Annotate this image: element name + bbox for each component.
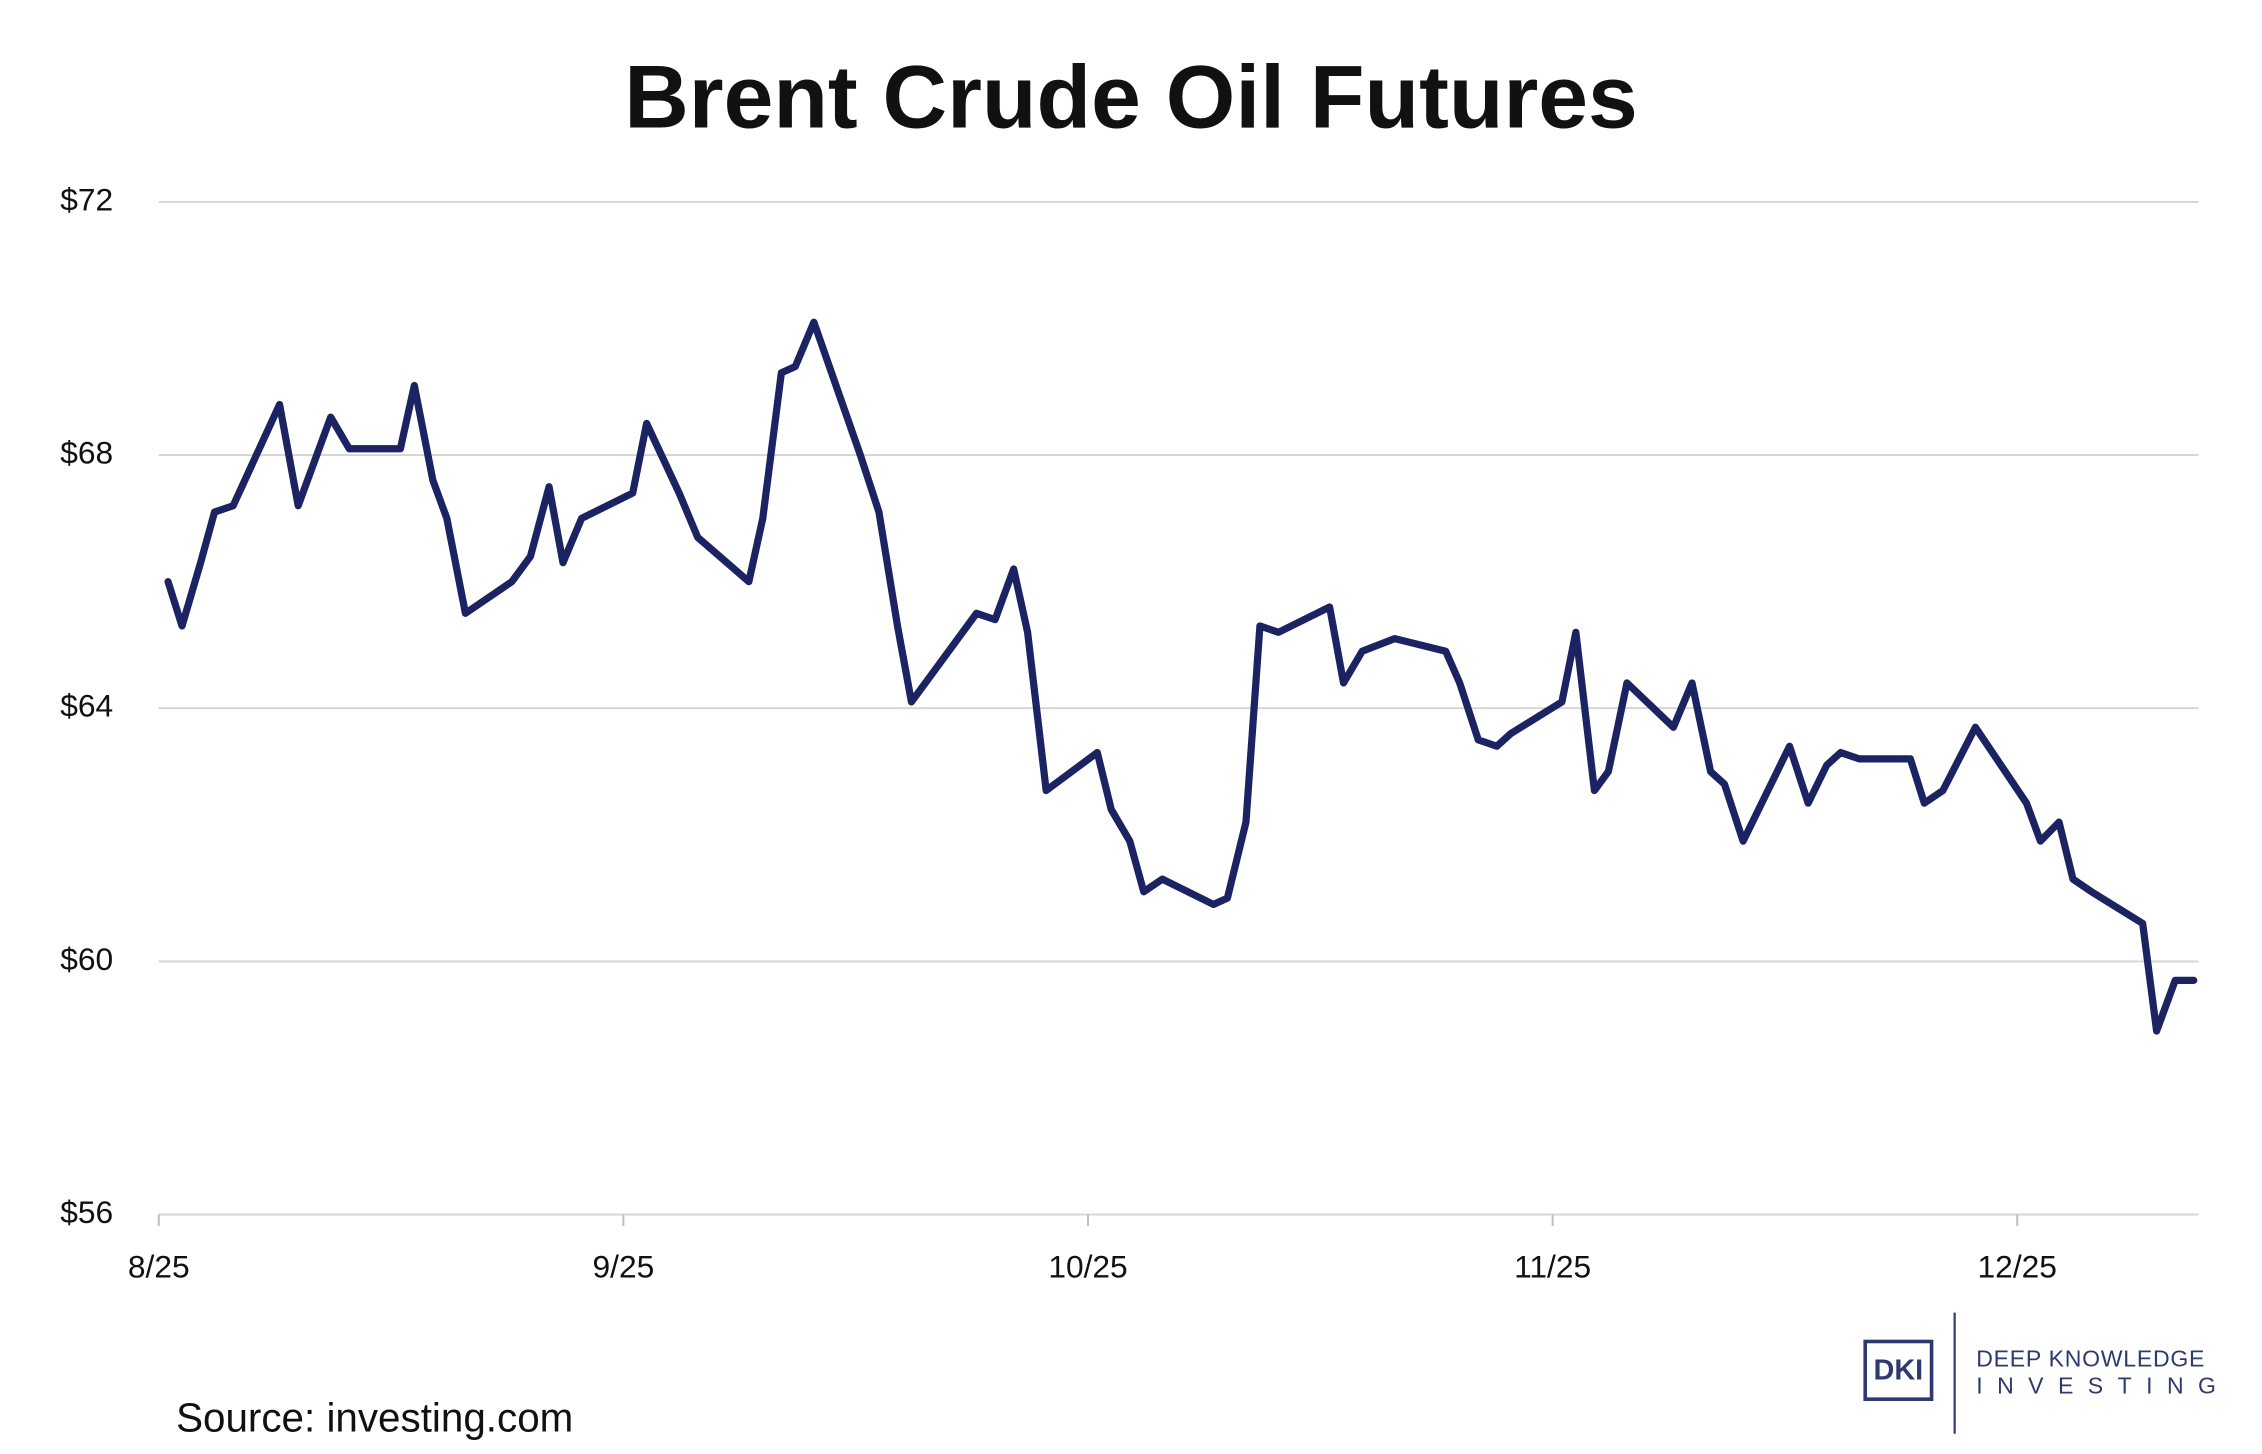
x-tick-label: 9/25 [593, 1249, 655, 1285]
y-tick-label: $68 [60, 434, 113, 470]
x-tick-label: 12/25 [1978, 1249, 2057, 1285]
x-tick-label: 8/25 [128, 1249, 190, 1285]
logo: DKI DEEP KNOWLEDGE INVESTING [1863, 1312, 2230, 1434]
price-line [164, 318, 2198, 1035]
x-tick-label: 11/25 [1514, 1249, 1591, 1285]
y-tick-label: $60 [60, 941, 113, 977]
logo-line1: DEEP KNOWLEDGE [1976, 1345, 2205, 1371]
y-tick-label: $64 [60, 688, 113, 724]
y-tick-label: $56 [60, 1194, 113, 1230]
logo-line2: INVESTING [1976, 1373, 2230, 1399]
y-tick-label: $72 [60, 181, 113, 217]
source-note: Source: investing.com [176, 1394, 573, 1440]
x-tick-label: 10/25 [1048, 1249, 1127, 1285]
chart-title: Brent Crude Oil Futures [624, 46, 1638, 146]
logo-mark: DKI [1874, 1354, 1924, 1386]
logo-box [1863, 1339, 1934, 1401]
